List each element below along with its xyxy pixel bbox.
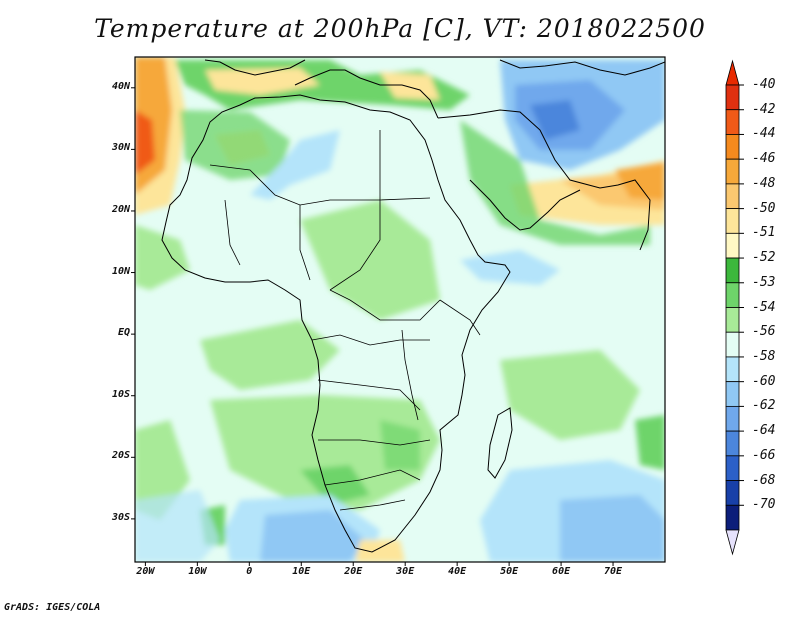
colorbar-swatch <box>725 504 740 531</box>
colorbar-swatch <box>725 109 740 135</box>
lat-label: 30N <box>111 142 130 154</box>
colorbar-label: -53 <box>752 274 776 290</box>
lat-label: EQ <box>117 327 130 339</box>
colorbar-label: -46 <box>752 151 776 167</box>
colorbar-label: -42 <box>752 101 776 117</box>
country-borders <box>209 130 481 511</box>
colorbar-bottom-arrow <box>725 529 740 556</box>
colorbar-label: -40 <box>752 77 776 92</box>
lon-label: 60E <box>552 566 571 577</box>
colorbar-label: -66 <box>752 447 776 463</box>
lat-label: 40N <box>111 80 130 92</box>
axis-ticks <box>131 87 614 566</box>
lat-label: 30S <box>111 511 130 523</box>
temperature-field <box>135 57 665 562</box>
lat-label: 20S <box>111 450 130 462</box>
colorbar-swatch <box>725 257 740 284</box>
colorbar-label: -44 <box>752 126 776 142</box>
colorbar-label: -50 <box>752 200 776 216</box>
lon-label: 10W <box>188 566 207 577</box>
map-title: Temperature at 200hPa [C], VT: 201802250… <box>94 14 706 43</box>
lon-label: 10E <box>292 566 311 577</box>
lon-label: 20E <box>344 566 363 577</box>
colorbar-label: -62 <box>752 398 776 414</box>
lon-label: 50E <box>500 566 519 577</box>
colorbar-swatch <box>725 405 740 432</box>
colorbar-swatch <box>725 158 740 185</box>
colorbar <box>725 59 744 556</box>
colorbar-label: -51 <box>752 225 776 241</box>
colorbar-label: -70 <box>752 497 776 513</box>
lon-label: 0 <box>246 566 253 577</box>
lon-label: 20W <box>136 566 155 577</box>
colorbar-label: -58 <box>752 348 776 364</box>
lat-label: 20N <box>111 203 130 215</box>
plot-frame <box>134 56 666 563</box>
colorbar-swatch <box>725 356 740 383</box>
colorbar-label: -54 <box>752 299 776 315</box>
colorbar-label: -60 <box>752 373 776 389</box>
colorbar-swatch <box>725 282 740 308</box>
colorbar-label: -64 <box>752 423 776 439</box>
colorbar-swatch <box>725 183 740 210</box>
colorbar-swatch <box>725 84 740 111</box>
lon-label: 30E <box>396 566 415 577</box>
lon-label: 70E <box>604 566 623 577</box>
colorbar-label: -52 <box>752 250 776 266</box>
colorbar-swatch <box>725 307 740 333</box>
coastlines <box>161 59 665 553</box>
colorbar-swatch <box>725 134 740 160</box>
colorbar-top-arrow <box>725 59 740 86</box>
colorbar-swatch <box>725 232 740 259</box>
colorbar-swatch <box>725 331 740 358</box>
colorbar-swatch <box>725 480 740 506</box>
lon-label: 40E <box>448 566 467 577</box>
colorbar-swatch <box>725 208 740 234</box>
lat-label: 10N <box>111 265 130 277</box>
colorbar-swatch <box>725 381 740 407</box>
lat-label: 10S <box>111 388 130 400</box>
colorbar-swatch <box>725 430 740 457</box>
footer-credit: GrADS: IGES/COLA <box>4 602 101 613</box>
colorbar-label: -56 <box>752 324 776 340</box>
colorbar-label: -48 <box>752 175 776 191</box>
colorbar-label: -68 <box>752 472 776 488</box>
colorbar-swatch <box>725 455 740 481</box>
